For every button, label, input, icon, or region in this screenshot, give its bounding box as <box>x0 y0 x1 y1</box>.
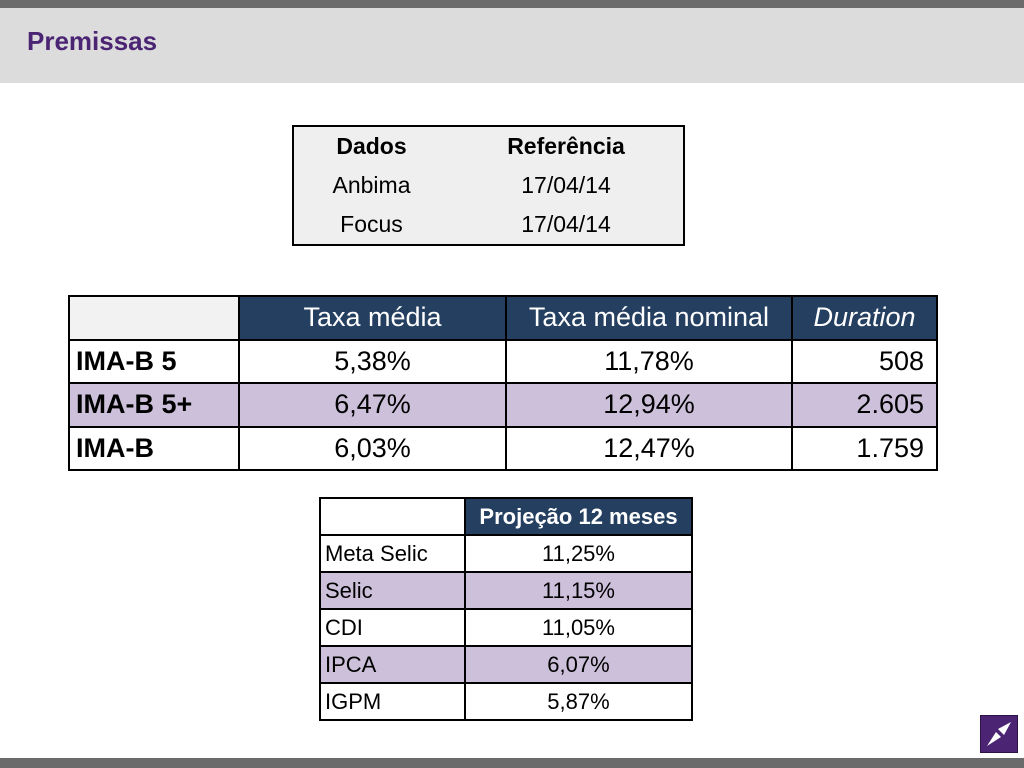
header-projecao-12-meses: Projeção 12 meses <box>464 497 693 536</box>
page-title: Premissas <box>27 26 158 56</box>
projection-header-row: Projeção 12 meses <box>319 497 693 536</box>
reference-header-row: Dados Referência <box>293 126 684 166</box>
ima-taxa-media: 6,47% <box>238 382 507 428</box>
top-rule <box>0 0 1024 8</box>
projection-value: 6,07% <box>464 645 693 684</box>
bottom-rule <box>0 758 1024 768</box>
ima-row: IMA-B 5 5,38% 11,78% 508 <box>68 338 938 384</box>
ima-taxa-nominal: 12,47% <box>505 425 793 471</box>
header-taxa-media-nominal: Taxa média nominal <box>505 295 793 341</box>
projection-value: 11,15% <box>464 571 693 610</box>
header-duration: Duration <box>791 295 938 341</box>
ima-corner-cell <box>68 295 240 341</box>
header-taxa-media: Taxa média <box>238 295 507 341</box>
reference-row: Focus 17/04/14 <box>293 205 684 245</box>
projection-row: CDI 11,05% <box>319 608 693 647</box>
header-dados: Dados <box>336 133 407 159</box>
ima-taxa-nominal: 12,94% <box>505 382 793 428</box>
projection-row: Meta Selic 11,25% <box>319 534 693 573</box>
projection-value: 5,87% <box>464 682 693 721</box>
ima-row: IMA-B 5+ 6,47% 12,94% 2.605 <box>68 382 938 428</box>
projection-row: IGPM 5,87% <box>319 682 693 721</box>
ima-index-name: IMA-B <box>68 425 240 471</box>
reference-source: Focus <box>340 211 403 237</box>
arrow-logo-icon <box>980 715 1018 753</box>
projection-row: Selic 11,15% <box>319 571 693 610</box>
projection-value: 11,05% <box>464 608 693 647</box>
projection-indicator: Selic <box>319 571 466 610</box>
projection-row: IPCA 6,07% <box>319 645 693 684</box>
ima-index-name: IMA-B 5+ <box>68 382 240 428</box>
ima-row: IMA-B 6,03% 12,47% 1.759 <box>68 425 938 471</box>
ima-duration: 2.605 <box>791 382 938 428</box>
header-referencia: Referência <box>507 133 625 159</box>
projection-corner-cell <box>319 497 466 536</box>
arrow-logo-glyph <box>987 722 1011 746</box>
projection-table: Projeção 12 meses Meta Selic 11,25% Seli… <box>319 497 693 721</box>
ima-duration: 508 <box>791 338 938 384</box>
reference-row: Anbima 17/04/14 <box>293 166 684 205</box>
reference-source: Anbima <box>332 172 411 198</box>
projection-indicator: IPCA <box>319 645 466 684</box>
ima-taxa-media: 6,03% <box>238 425 507 471</box>
projection-indicator: CDI <box>319 608 466 647</box>
ima-index-name: IMA-B 5 <box>68 338 240 384</box>
reference-date: 17/04/14 <box>521 211 611 237</box>
ima-taxa-nominal: 11,78% <box>505 338 793 384</box>
reference-table: Dados Referência Anbima 17/04/14 Focus 1… <box>292 125 685 246</box>
header-band <box>0 8 1024 83</box>
ima-taxa-media: 5,38% <box>238 338 507 384</box>
projection-indicator: Meta Selic <box>319 534 466 573</box>
projection-value: 11,25% <box>464 534 693 573</box>
ima-duration: 1.759 <box>791 425 938 471</box>
reference-date: 17/04/14 <box>521 172 611 198</box>
projection-indicator: IGPM <box>319 682 466 721</box>
ima-header-row: Taxa média Taxa média nominal Duration <box>68 295 938 341</box>
ima-table: Taxa média Taxa média nominal Duration I… <box>68 295 938 471</box>
